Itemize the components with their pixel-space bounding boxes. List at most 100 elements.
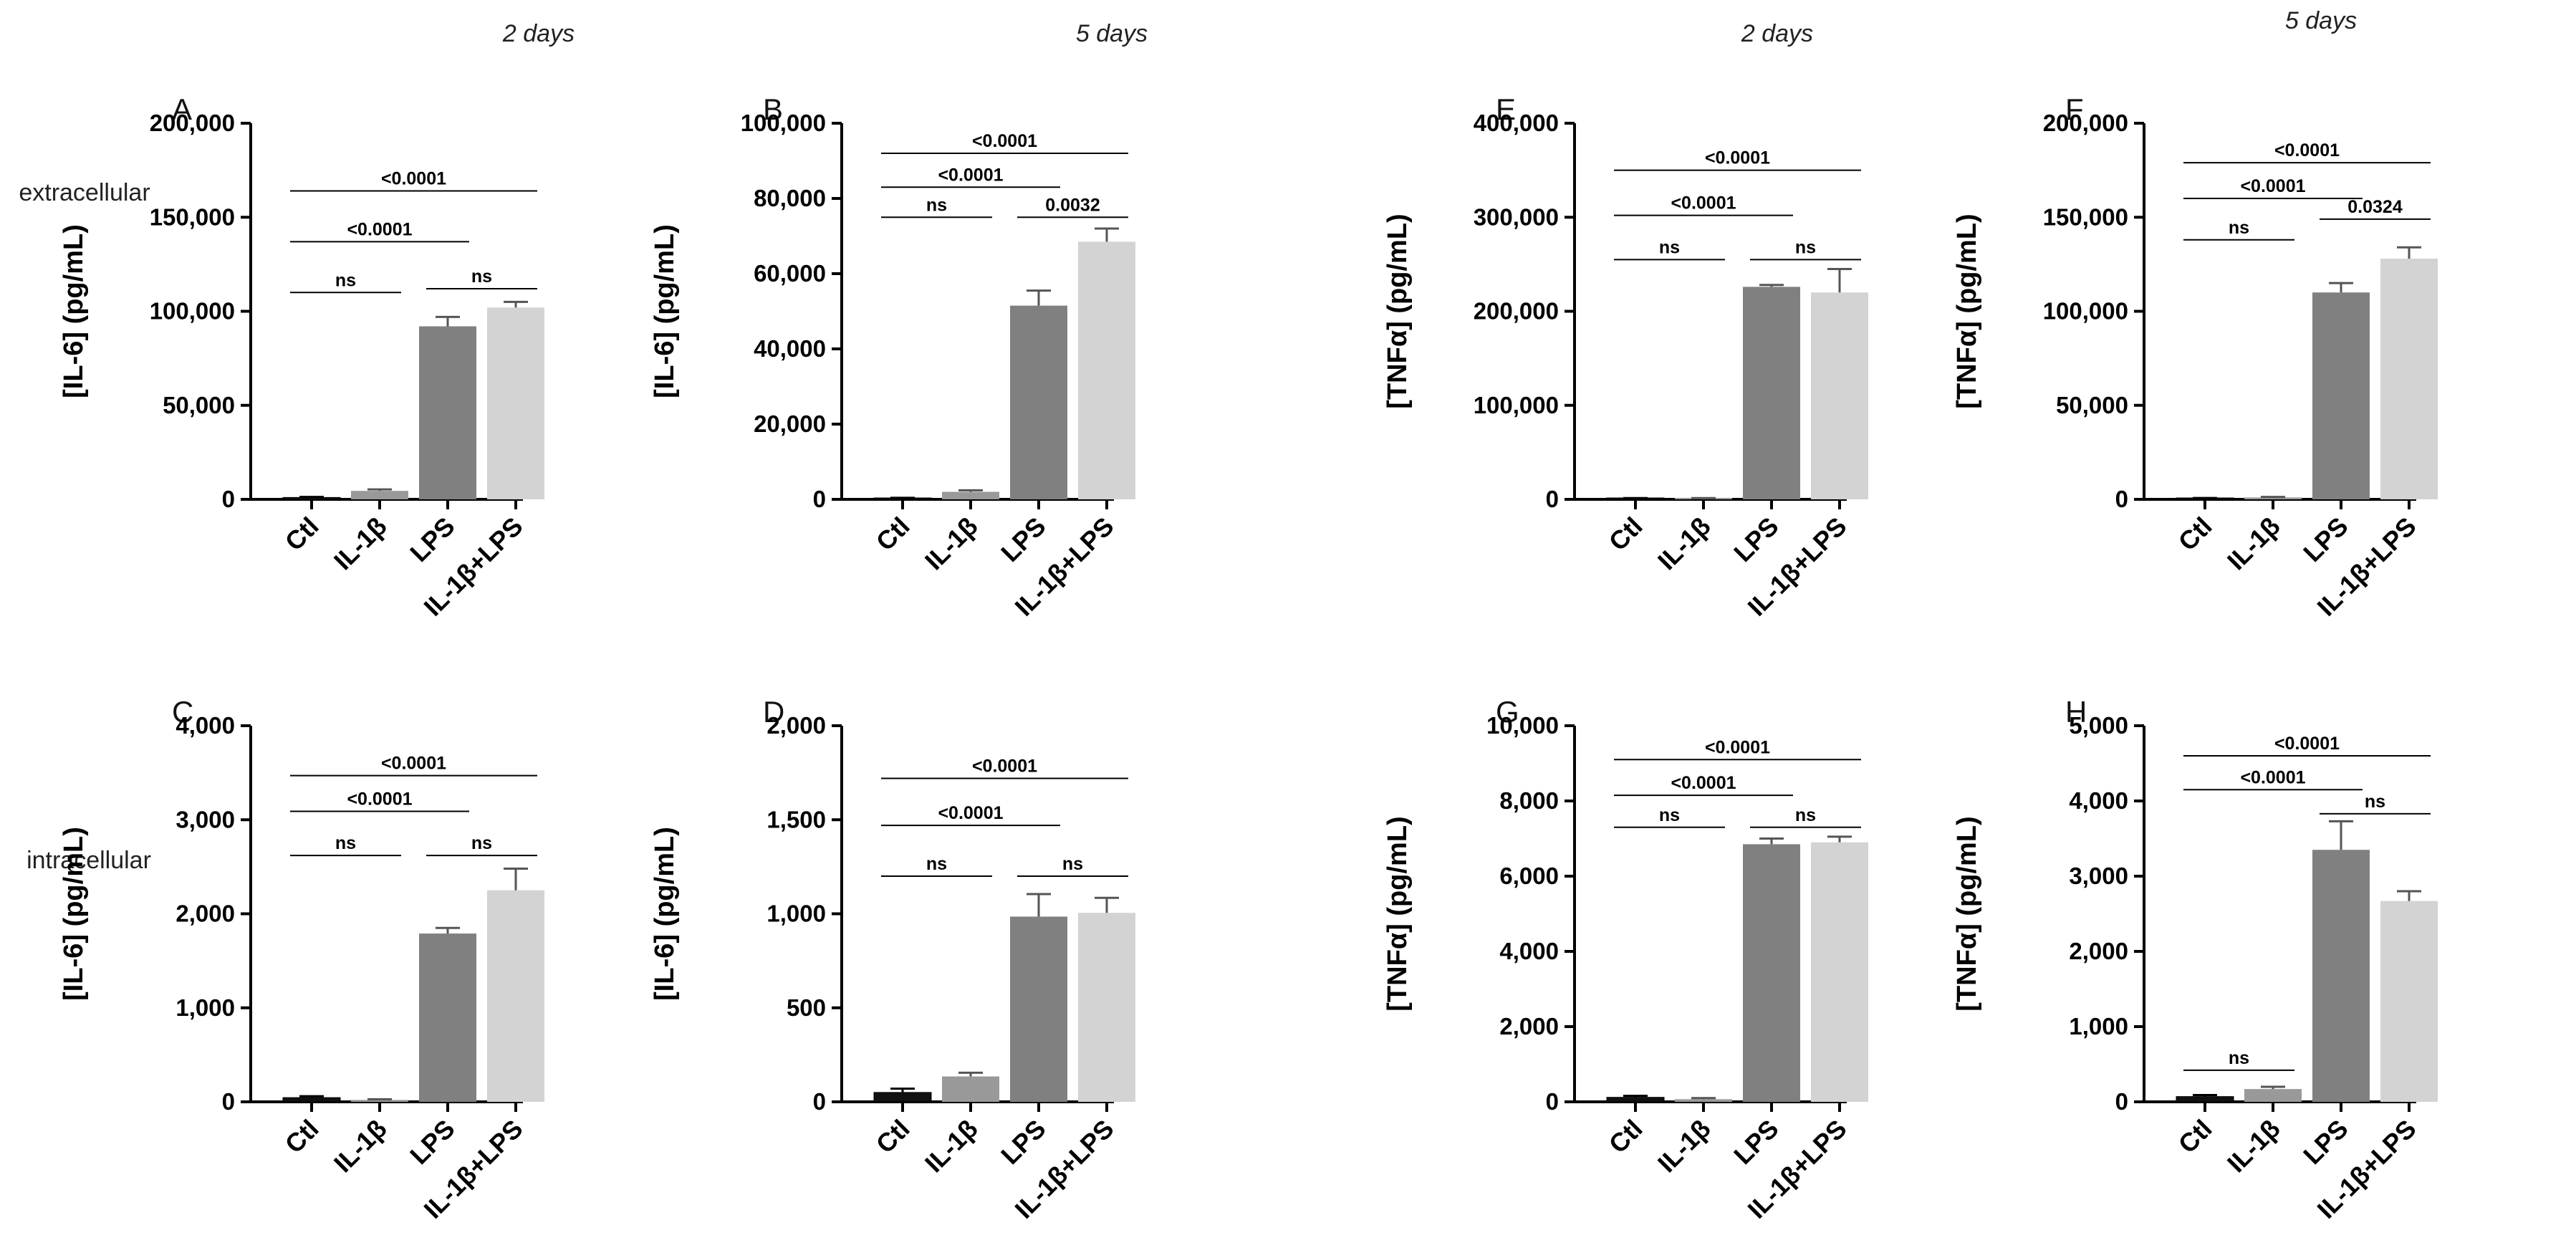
panel-c-bar: [282, 1097, 341, 1103]
panel-d-ytick-label: 500: [787, 994, 826, 1021]
panel-c-significance-label: ns: [335, 833, 356, 853]
panel-d-category-label: IL-1β: [919, 1114, 984, 1178]
panel-e-bar: [1811, 292, 1868, 499]
panel-h-ytick-label: 2,000: [2069, 938, 2128, 964]
panel-e-ytick-label: 300,000: [1474, 203, 1559, 230]
panel-c-bar: [419, 933, 476, 1102]
panel-b: B [IL-6] (pg/mL) 0 20,000 40,000 60,000 80,000…: [650, 92, 1135, 622]
panel-c-category-label: Ctl: [279, 1114, 325, 1159]
panel-d-significance-label: ns: [926, 854, 947, 874]
panel-a-bar: [487, 307, 544, 499]
panel-b-ytick-label: 0: [813, 486, 826, 512]
chart-panels: A [IL-6] (pg/mL) 0 50,000 100,000 150,000 200,…: [59, 92, 2438, 1224]
panel-c-bar: [351, 1100, 408, 1102]
panel-f-category-label: IL-1β: [2221, 512, 2286, 576]
panel-h-significance-label: ns: [2229, 1048, 2249, 1068]
panel-c: C [IL-6] (pg/mL) 0 1,000 2,000 3,000 4,000 Ctl I…: [59, 695, 544, 1224]
panel-c-ylabel: [IL-6] (pg/mL): [59, 827, 89, 1001]
panel-g-ytick-label: 0: [1546, 1088, 1559, 1115]
panel-b-significance-label: <0.0001: [972, 131, 1037, 151]
panel-h-significance-label: ns: [2365, 792, 2385, 812]
panel-a-significance-label: <0.0001: [347, 219, 412, 239]
panel-f-bar: [2312, 292, 2370, 499]
panel-d-ytick-label: 1,500: [766, 806, 826, 832]
panel-f-significance-label: <0.0001: [2274, 140, 2340, 160]
panel-b-label: B: [763, 92, 783, 126]
panel-c-category-label: LPS: [404, 1114, 460, 1170]
panel-d-ytick-label: 2,000: [766, 712, 826, 739]
panel-h-ytick-label: 0: [2115, 1088, 2128, 1115]
panel-d-bar: [873, 1092, 932, 1103]
column-header-2: 5 days: [1076, 20, 1148, 47]
panel-g-ytick-label: 8,000: [1499, 787, 1559, 814]
panel-h-label: H: [2065, 695, 2087, 729]
panel-b-category-label: Ctl: [870, 512, 915, 557]
panel-c-significance-label: <0.0001: [347, 789, 412, 809]
panel-g-significance-label: <0.0001: [1671, 773, 1736, 793]
panel-c-bar: [487, 890, 544, 1102]
panel-e-category-label: Ctl: [1603, 512, 1648, 557]
panel-e-label: E: [1496, 92, 1516, 126]
panel-c-ytick-label: 1,000: [176, 994, 235, 1021]
panel-h-category-label: LPS: [2297, 1114, 2353, 1170]
panel-g-significance-label: <0.0001: [1705, 737, 1770, 757]
panel-d-significance-label: ns: [1062, 854, 1083, 874]
panel-h-bar: [2176, 1096, 2234, 1103]
panel-g-bar: [1811, 842, 1868, 1102]
panel-c-category-label: IL-1β: [328, 1114, 393, 1178]
column-header-1: 2 days: [502, 20, 575, 47]
panel-d: D [IL-6] (pg/mL) 0 500 1,000 1,500 2,000 Ctl IL-…: [650, 695, 1135, 1224]
panel-h-ylabel: [TNFα] (pg/mL): [1952, 816, 1982, 1011]
panel-a-ytick-label: 100,000: [150, 298, 235, 325]
panel-d-ytick-label: 0: [813, 1088, 826, 1115]
column-header-4: 5 days: [2285, 7, 2357, 34]
column-header-3: 2 days: [1741, 20, 1813, 47]
panel-d-bar: [1010, 916, 1067, 1102]
panel-a-ytick-label: 50,000: [163, 392, 235, 418]
panel-g-ytick-label: 2,000: [1499, 1013, 1559, 1040]
panel-d-significance-label: <0.0001: [938, 803, 1003, 823]
panel-f-ytick-label: 100,000: [2043, 298, 2128, 325]
panel-h-ytick-label: 4,000: [2069, 787, 2128, 814]
panel-f: F [TNFα] (pg/mL) 0 50,000 100,000 150,000 200,…: [1952, 92, 2438, 622]
panel-e-category-label: IL-1β: [1652, 512, 1716, 576]
panel-e-significance-label: <0.0001: [1705, 148, 1770, 168]
panel-f-ylabel: [TNFα] (pg/mL): [1952, 213, 1982, 408]
panel-e-ytick-label: 400,000: [1474, 110, 1559, 136]
panel-b-bar: [1078, 241, 1135, 499]
panel-e-significance-label: ns: [1795, 237, 1816, 257]
panel-e-ytick-label: 200,000: [1474, 298, 1559, 325]
panel-a-category-label: Ctl: [279, 512, 325, 557]
panel-h-ytick-label: 3,000: [2069, 863, 2128, 889]
panel-a-ylabel: [IL-6] (pg/mL): [59, 224, 89, 398]
panel-a-ytick-label: 150,000: [150, 203, 235, 230]
panel-f-category-label: LPS: [2297, 512, 2353, 567]
panel-c-ytick-label: 2,000: [176, 901, 235, 927]
panel-h-significance-label: <0.0001: [2240, 767, 2305, 787]
panel-a-ytick-label: 200,000: [150, 110, 235, 136]
panel-b-ytick-label: 20,000: [754, 411, 826, 437]
panel-f-label: F: [2065, 92, 2084, 126]
panel-g-label: G: [1496, 695, 1519, 729]
panel-a-ytick-label: 0: [222, 486, 235, 512]
panel-b-category-label: LPS: [995, 512, 1051, 567]
panel-d-bar: [942, 1076, 999, 1102]
panel-f-significance-label: <0.0001: [2240, 176, 2305, 196]
panel-b-bar: [942, 491, 999, 499]
row-label-extracellular: extracellular: [19, 179, 150, 206]
panel-e-ytick-label: 0: [1546, 486, 1559, 512]
panel-b-significance-label: 0.0032: [1045, 195, 1100, 215]
panel-b-ytick-label: 60,000: [754, 260, 826, 287]
panel-a-label: A: [172, 92, 192, 126]
panel-a-category-label: LPS: [404, 512, 460, 567]
panel-a-significance-label: ns: [335, 270, 356, 290]
panel-f-bar: [2244, 497, 2302, 499]
panel-e-significance-label: ns: [1659, 237, 1680, 257]
panel-a-significance-label: ns: [471, 267, 492, 287]
panel-c-label: C: [172, 695, 193, 729]
panel-g-ytick-label: 10,000: [1486, 712, 1559, 739]
panel-e-significance-label: <0.0001: [1671, 193, 1736, 213]
panel-b-ytick-label: 40,000: [754, 335, 826, 362]
panel-e-ytick-label: 100,000: [1474, 392, 1559, 418]
